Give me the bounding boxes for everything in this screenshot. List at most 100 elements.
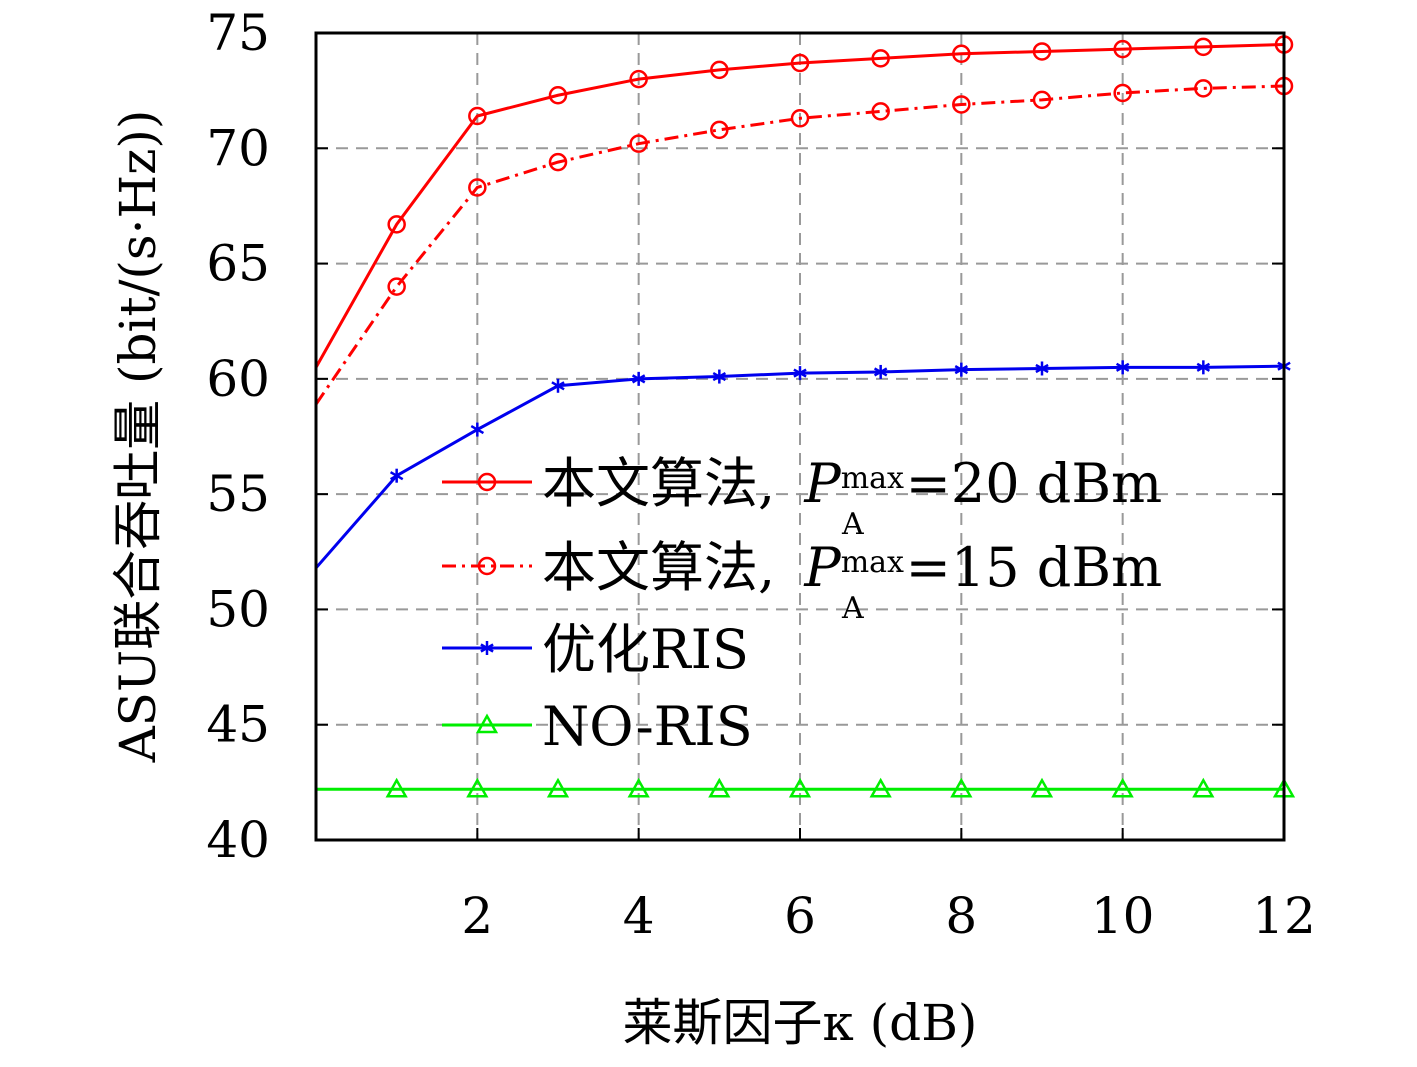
y-tick-label: 55 bbox=[206, 465, 270, 523]
star-marker bbox=[551, 378, 565, 393]
legend-entry: 本文算法, Pmax A =15 dBm bbox=[442, 536, 1162, 626]
triangle-marker bbox=[950, 777, 973, 798]
legend-label: 优化RIS bbox=[542, 618, 749, 681]
y-tick-label: 60 bbox=[206, 350, 270, 408]
y-tick-label: 45 bbox=[206, 696, 270, 754]
legend-subscript: A bbox=[841, 507, 864, 542]
legend-label-suffix: =15 dBm bbox=[906, 536, 1163, 599]
star-marker bbox=[631, 371, 646, 386]
circle-marker bbox=[477, 556, 497, 576]
star-stroke bbox=[954, 365, 969, 375]
x-tick-label: 8 bbox=[945, 887, 977, 945]
legend-label-text: NO-RIS bbox=[542, 695, 753, 758]
series-line bbox=[314, 43, 1285, 369]
triangle-marker bbox=[788, 777, 812, 798]
triangle-marker bbox=[708, 777, 731, 798]
circle-marker bbox=[1113, 39, 1132, 59]
circle-marker bbox=[1032, 90, 1052, 110]
circle-marker bbox=[468, 178, 487, 197]
star-marker bbox=[954, 362, 969, 377]
y-tick-label: 40 bbox=[206, 811, 270, 869]
star-stroke bbox=[793, 368, 807, 378]
star-stroke bbox=[1115, 362, 1130, 372]
legend-label-suffix: =20 dBm bbox=[906, 452, 1163, 515]
circle-marker bbox=[871, 49, 890, 68]
y-tick-label: 65 bbox=[206, 235, 270, 293]
star-stroke bbox=[480, 643, 494, 653]
star-stroke bbox=[873, 367, 888, 377]
star-marker bbox=[1035, 361, 1049, 376]
star-marker bbox=[1115, 360, 1130, 375]
circle-marker bbox=[629, 69, 648, 89]
star-marker bbox=[389, 468, 404, 483]
x-tick-label: 4 bbox=[623, 887, 655, 945]
triangle-marker bbox=[1192, 777, 1215, 798]
triangle-marker bbox=[627, 777, 650, 798]
circle-marker bbox=[871, 102, 890, 121]
circle-marker bbox=[1032, 42, 1052, 61]
circle-marker bbox=[1113, 83, 1132, 103]
legend-label-text: 本文算法, bbox=[542, 536, 792, 599]
circle-marker bbox=[790, 53, 810, 73]
triangle-marker bbox=[475, 713, 499, 734]
circle-marker bbox=[710, 120, 729, 140]
tick-labels: 2 4 6 8 10 12 40 45 50 55 60 65 70 75 bbox=[206, 4, 1315, 945]
triangle-marker bbox=[546, 777, 570, 798]
plot-frame bbox=[314, 31, 1286, 842]
legend-entry: 本文算法, Pmax A =20 dBm bbox=[442, 452, 1162, 542]
legend-entry: 优化RIS bbox=[442, 618, 749, 681]
star-stroke bbox=[1196, 362, 1211, 372]
circle-marker bbox=[1194, 37, 1213, 57]
star-marker bbox=[1196, 360, 1211, 375]
x-tick-label: 6 bbox=[784, 887, 816, 945]
legend-label: 本文算法, Pmax A =15 dBm bbox=[542, 536, 1162, 626]
circle-marker bbox=[1194, 79, 1213, 98]
star-stroke bbox=[551, 381, 565, 391]
star-stroke bbox=[389, 471, 404, 481]
y-tick-label: 50 bbox=[206, 580, 270, 638]
circle-marker bbox=[629, 134, 648, 153]
legend-symbol: P bbox=[803, 536, 842, 599]
legend-superscript: max bbox=[841, 545, 904, 580]
legend-label: NO-RIS bbox=[542, 695, 753, 758]
star-stroke bbox=[1035, 363, 1049, 374]
x-axis-label: 莱斯因子κ (dB) bbox=[623, 994, 978, 1052]
star-marker bbox=[480, 641, 494, 655]
legend-label-text: 优化RIS bbox=[542, 618, 749, 681]
grid bbox=[316, 32, 1285, 841]
legend-label-text: 本文算法, bbox=[542, 452, 792, 515]
x-tick-label: 12 bbox=[1252, 887, 1316, 945]
triangle-marker bbox=[1030, 777, 1054, 798]
star-marker bbox=[793, 366, 807, 381]
series-lines bbox=[314, 35, 1296, 798]
legend-entry: NO-RIS bbox=[442, 695, 753, 758]
y-tick-label: 70 bbox=[206, 119, 270, 177]
circle-marker bbox=[952, 44, 971, 64]
circle-marker bbox=[468, 106, 487, 126]
legend-subscript: A bbox=[841, 591, 864, 626]
star-marker bbox=[873, 364, 888, 379]
x-tick-label: 2 bbox=[461, 887, 493, 945]
triangle-marker bbox=[385, 777, 408, 798]
circle-marker bbox=[952, 95, 971, 114]
series-line bbox=[314, 84, 1285, 406]
star-stroke bbox=[712, 371, 727, 382]
triangle-marker bbox=[869, 777, 892, 798]
triangle-marker bbox=[466, 777, 489, 798]
circle-marker bbox=[790, 109, 810, 128]
triangle-marker bbox=[1111, 777, 1134, 798]
x-tick-label: 10 bbox=[1091, 887, 1155, 945]
star-marker bbox=[712, 369, 727, 384]
circle-marker bbox=[387, 277, 406, 296]
star-stroke bbox=[631, 374, 646, 384]
circle-marker bbox=[387, 215, 406, 234]
legend-superscript: max bbox=[841, 461, 904, 496]
circle-marker bbox=[548, 86, 568, 105]
legend-symbol: P bbox=[803, 452, 842, 515]
star-stroke bbox=[470, 424, 485, 435]
legend-label: 本文算法, Pmax A =20 dBm bbox=[542, 452, 1162, 542]
circle-marker bbox=[710, 60, 729, 80]
circle-marker bbox=[477, 472, 497, 492]
